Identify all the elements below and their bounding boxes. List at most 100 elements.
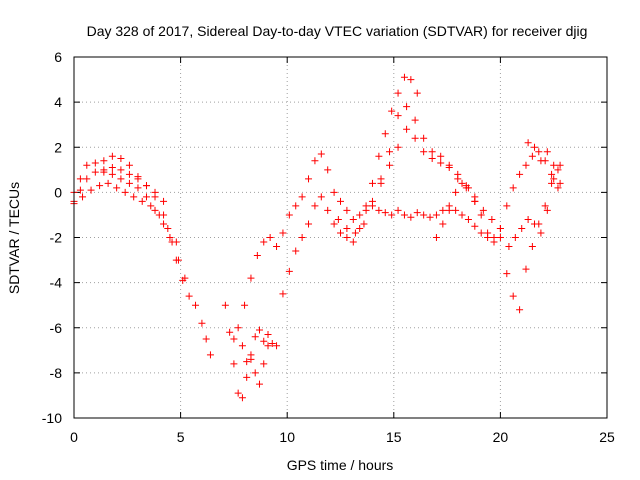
data-point xyxy=(496,224,504,232)
data-point xyxy=(117,166,125,174)
data-point xyxy=(362,202,370,210)
data-point xyxy=(439,220,447,228)
data-point xyxy=(100,157,108,165)
data-point xyxy=(334,215,342,223)
data-point xyxy=(458,211,466,219)
data-point xyxy=(537,229,545,237)
data-point xyxy=(464,215,472,223)
data-point xyxy=(330,220,338,228)
data-point xyxy=(428,148,436,156)
data-point xyxy=(541,202,549,210)
data-point xyxy=(550,161,558,169)
data-point xyxy=(76,186,84,194)
data-point xyxy=(349,215,357,223)
data-point xyxy=(368,179,376,187)
data-point xyxy=(543,206,551,214)
data-point xyxy=(311,157,319,165)
grid-lines xyxy=(74,57,607,418)
data-point xyxy=(160,220,168,228)
data-point xyxy=(400,211,408,219)
y-tick-label: 0 xyxy=(54,184,62,200)
data-point xyxy=(388,211,396,219)
data-point xyxy=(375,152,383,160)
data-point xyxy=(253,252,261,260)
data-point xyxy=(428,155,436,163)
data-point xyxy=(305,220,313,228)
data-point xyxy=(226,328,234,336)
data-point xyxy=(234,389,242,397)
data-point xyxy=(381,209,389,217)
data-point xyxy=(477,211,485,219)
data-point xyxy=(202,335,210,343)
data-point xyxy=(368,197,376,205)
data-point xyxy=(104,179,112,187)
data-point xyxy=(420,211,428,219)
data-point xyxy=(100,168,108,176)
data-point xyxy=(375,206,383,214)
data-point xyxy=(96,182,104,190)
data-point xyxy=(471,197,479,205)
data-point xyxy=(548,179,556,187)
data-point xyxy=(91,168,99,176)
data-point xyxy=(522,265,530,273)
x-tick-labels: 0 5 10 15 20 25 xyxy=(70,429,615,445)
x-tick-label: 20 xyxy=(493,429,509,445)
data-point xyxy=(505,243,513,251)
data-point xyxy=(556,161,564,169)
data-point xyxy=(108,152,116,160)
axis-ticks xyxy=(73,56,608,419)
data-point xyxy=(181,274,189,282)
data-point xyxy=(192,301,200,309)
data-point xyxy=(420,148,428,156)
data-point xyxy=(556,179,564,187)
data-point xyxy=(121,188,129,196)
data-point xyxy=(464,184,472,192)
data-point xyxy=(356,224,364,232)
data-point xyxy=(260,238,268,246)
data-point xyxy=(413,89,421,97)
data-point xyxy=(524,215,532,223)
data-point xyxy=(394,89,402,97)
y-tick-label: -2 xyxy=(50,230,63,246)
data-point xyxy=(550,175,558,183)
data-point xyxy=(311,202,319,210)
data-point xyxy=(251,333,259,341)
data-point xyxy=(432,234,440,241)
x-tick-label: 5 xyxy=(177,429,185,445)
data-point xyxy=(479,206,487,214)
data-point xyxy=(138,197,146,205)
data-point xyxy=(407,76,415,84)
data-point xyxy=(343,234,351,241)
data-point xyxy=(439,206,447,214)
data-point xyxy=(509,184,517,192)
data-point xyxy=(337,197,344,205)
data-point xyxy=(206,351,214,359)
y-tick-labels: -10 -8 -6 -4 -2 0 2 4 6 xyxy=(42,49,62,426)
data-point xyxy=(241,301,249,309)
data-point xyxy=(113,184,121,192)
data-point xyxy=(142,193,150,201)
data-point xyxy=(471,222,479,230)
chart-title: Day 328 of 2017, Sidereal Day-to-day VTE… xyxy=(87,23,588,39)
data-point xyxy=(83,161,91,169)
data-point xyxy=(247,351,255,359)
data-point xyxy=(445,164,453,172)
data-point xyxy=(330,188,338,196)
data-point xyxy=(484,229,492,237)
data-point xyxy=(516,306,524,314)
data-point xyxy=(411,116,419,124)
data-point xyxy=(134,175,142,183)
data-point xyxy=(260,360,268,368)
data-point xyxy=(324,166,332,174)
data-point xyxy=(490,234,498,241)
data-point xyxy=(125,170,133,178)
data-point xyxy=(172,238,180,246)
data-point xyxy=(298,234,306,241)
data-point xyxy=(531,143,539,151)
data-point xyxy=(548,170,556,178)
data-point xyxy=(377,179,385,187)
data-point xyxy=(477,229,485,237)
data-point xyxy=(255,380,263,388)
data-point xyxy=(388,107,396,115)
